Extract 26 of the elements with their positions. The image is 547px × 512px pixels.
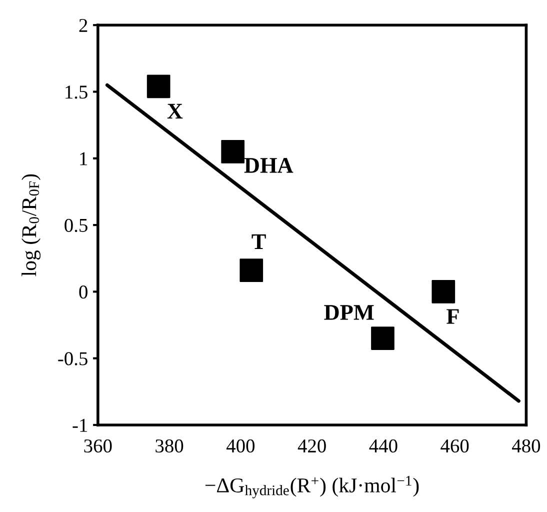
x-tick-label: 440 <box>369 439 398 453</box>
annotation: T <box>252 234 266 249</box>
point <box>371 326 394 350</box>
point <box>432 280 456 304</box>
point <box>146 74 170 98</box>
annotation: X <box>167 104 183 118</box>
y-axis-title: log (R$_{0}$/R$_{0F}$) <box>22 174 41 276</box>
x-tick-label: 480 <box>512 439 540 453</box>
x-tick-label: 380 <box>156 439 184 453</box>
x-tick-label: 460 <box>440 439 469 453</box>
y-tick-label: -1 <box>72 418 88 432</box>
x-tick-label: 360 <box>84 439 112 453</box>
point <box>240 258 264 282</box>
annotation: F <box>446 309 459 324</box>
y-tick-label: 2 <box>79 18 88 32</box>
x-tick-label: 400 <box>226 439 255 453</box>
y-tick-label: 0 <box>79 285 88 299</box>
point <box>221 140 245 164</box>
x-axis-title: −ΔG$_{hydride}$(R$^{+}$) (kJ·mol$^{−1}$) <box>206 476 419 498</box>
y-tick-label: 1.5 <box>66 86 88 99</box>
annotation: DHA <box>244 158 294 173</box>
y-tick-label: 1 <box>80 152 88 166</box>
y-tick-label: 0.5 <box>64 218 88 232</box>
x-tick-label: 420 <box>298 439 326 453</box>
annotation: DPM <box>324 305 374 320</box>
y-tick-label: -0.5 <box>58 352 88 366</box>
